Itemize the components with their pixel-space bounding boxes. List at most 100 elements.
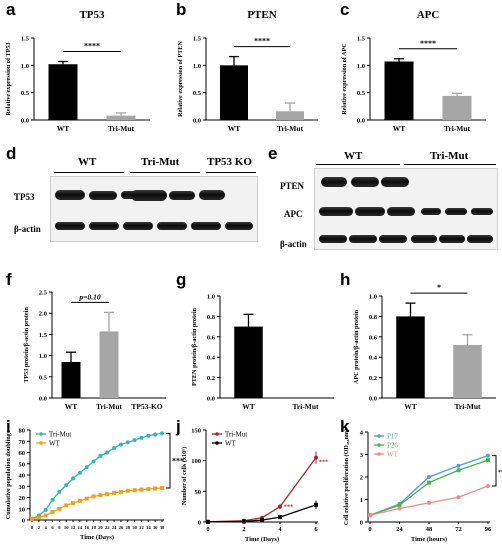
i-xtick-label: 16 — [84, 525, 89, 530]
k-legend-marker — [377, 452, 381, 456]
panel-letter-d: d — [6, 144, 17, 163]
i-point — [146, 433, 151, 438]
blot-band — [379, 235, 407, 243]
a-xtick-label: Tri-Mut — [108, 124, 135, 133]
b-sig-label: **** — [254, 37, 270, 46]
blot-band — [89, 191, 117, 200]
i-point — [160, 431, 164, 436]
i-point — [132, 488, 137, 493]
i-point — [77, 470, 82, 475]
f-ytick-label: 2.5 — [39, 290, 48, 297]
i-ytick-label: 30 — [19, 484, 26, 491]
i-ytick-label: 0 — [22, 518, 25, 525]
f-ytick-label: 2.0 — [39, 311, 47, 318]
a-sig-label: **** — [84, 42, 100, 51]
i-xtick-label: 12 — [71, 525, 76, 530]
g-ytick-label: 0.8 — [207, 314, 216, 321]
panel-letter-j: j — [176, 417, 181, 436]
b-bar — [220, 65, 248, 120]
g-xtick-label: Tri-Mut — [292, 402, 319, 411]
i-ytick-label: 70 — [19, 439, 26, 446]
j-series-line — [207, 457, 317, 523]
h-sig-label: * — [437, 283, 441, 292]
i-point — [105, 492, 110, 497]
k-point — [486, 453, 490, 458]
i-point — [50, 497, 55, 502]
blot-band — [439, 235, 465, 243]
blot-band — [131, 190, 167, 201]
f-sig-label: p=0.10 — [78, 292, 100, 301]
i-point — [139, 487, 144, 492]
i-xtick-label: 8 — [58, 525, 61, 530]
blot-band — [351, 177, 379, 187]
g-ytick-label: 0.4 — [207, 355, 216, 362]
a-ylabel: Relative expression of TP53 — [5, 42, 12, 115]
i-point — [43, 507, 48, 512]
i-xtick-label: 26 — [119, 525, 124, 530]
g-bar — [234, 326, 263, 398]
blot-e-membrane — [314, 168, 498, 250]
i-point — [112, 491, 117, 495]
blot-band — [225, 222, 253, 230]
k-point — [486, 484, 490, 488]
blot-band — [467, 235, 493, 243]
blot-d-underline-trimut — [130, 172, 200, 173]
j-point — [278, 504, 282, 509]
c-ytick-label: 1.5 — [357, 36, 366, 43]
blot-d-group-ko: TP53 KO — [207, 156, 252, 168]
panel-letter-h: h — [340, 270, 351, 289]
i-point — [77, 498, 82, 503]
k-point — [456, 495, 461, 500]
j-xtick-label: 0 — [206, 526, 209, 533]
i-point — [125, 488, 130, 493]
panel-letter-a: a — [6, 0, 16, 19]
k-legend-marker — [377, 443, 381, 447]
i-point — [91, 459, 96, 464]
i-point — [98, 493, 103, 498]
blot-band — [89, 222, 119, 230]
i-xtick-label: 2 — [38, 525, 41, 530]
k-legend-marker — [377, 434, 381, 438]
i-xtick-label: 0 — [31, 525, 34, 530]
panel-letter-c: c — [340, 0, 350, 19]
c-ytick-label: 1.0 — [357, 63, 365, 70]
k-ytick-label: 1 — [360, 497, 363, 504]
i-point — [64, 503, 69, 508]
k-point — [486, 458, 490, 463]
k-sig-bracket — [492, 455, 497, 487]
k-ylabel: Cell relative proliferation (OD₄₅₀nm) — [343, 429, 350, 525]
c-bar — [442, 95, 472, 120]
a-bar — [48, 64, 78, 120]
h-ytick-label: 0.0 — [369, 396, 377, 403]
a-ytick-label: 0.5 — [21, 90, 30, 97]
i-ytick-label: 80 — [19, 428, 26, 435]
a-xtick-label: WT — [57, 124, 70, 133]
k-legend-label: WT — [387, 451, 399, 459]
i-series-line — [31, 487, 163, 520]
blot-band — [321, 177, 347, 187]
i-ytick-label: 20 — [19, 495, 26, 502]
i-point — [64, 483, 69, 488]
i-point — [84, 496, 89, 501]
j-ytick-label: 100 — [191, 458, 201, 465]
i-point — [153, 432, 158, 437]
i-point — [105, 450, 110, 455]
h-ytick-label: 0.4 — [369, 355, 378, 362]
f-xtick-label: Tri-Mut — [96, 402, 123, 411]
h-ytick-label: 0.6 — [369, 334, 378, 341]
i-xtick-label: 22 — [105, 525, 110, 530]
i-xtick-label: 24 — [112, 525, 117, 530]
blot-e-group-trimut: Tri-Mut — [430, 150, 469, 162]
k-ytick-label: 4 — [360, 430, 364, 437]
i-xtick-label: 10 — [64, 525, 69, 530]
i-point — [112, 446, 117, 450]
j-legend-marker — [215, 441, 219, 445]
c-ytick-label: 0.0 — [357, 118, 365, 125]
i-xtick-label: 30 — [132, 525, 137, 530]
k-ytick-label: 3 — [360, 452, 364, 459]
f-bar — [99, 331, 119, 398]
i-xtick-label: 14 — [78, 525, 83, 530]
i-point — [118, 442, 123, 447]
i-point — [153, 486, 158, 491]
